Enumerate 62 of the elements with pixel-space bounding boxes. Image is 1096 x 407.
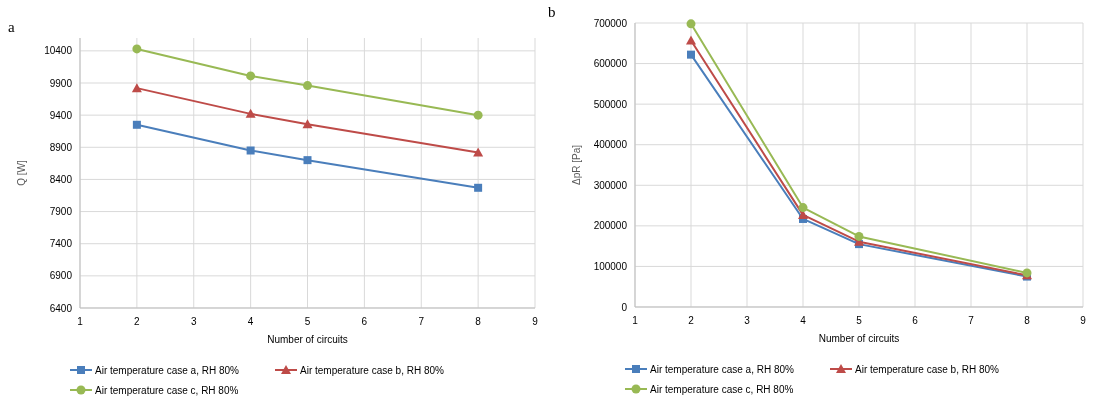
y-tick-label: 100000 bbox=[593, 260, 628, 272]
x-tick-label: 8 bbox=[1024, 315, 1031, 326]
point bbox=[131, 83, 142, 93]
chart-title: a bbox=[8, 19, 15, 35]
chart-title: b bbox=[548, 4, 556, 20]
legend-label: Air temperature case c, RH 80% bbox=[95, 384, 239, 396]
y-tick-label: 200000 bbox=[593, 220, 628, 232]
y-tick-label: 6900 bbox=[49, 270, 73, 282]
y-tick-label: 9900 bbox=[49, 77, 73, 89]
point bbox=[798, 203, 808, 213]
y-axis-title: Q [W] bbox=[16, 160, 27, 186]
y-tick-label: 6400 bbox=[49, 302, 73, 314]
x-tick-label: 7 bbox=[968, 315, 975, 326]
x-axis-title: Number of circuits bbox=[267, 334, 348, 345]
point bbox=[473, 110, 483, 120]
y-tick-label: 7400 bbox=[49, 238, 73, 250]
y-tick-label: 300000 bbox=[593, 179, 628, 191]
y-tick-label: 400000 bbox=[593, 139, 628, 151]
x-tick-label: 7 bbox=[418, 316, 425, 327]
x-tick-label: 9 bbox=[532, 316, 539, 327]
y-axis-title: ΔpR [Pa] bbox=[571, 144, 582, 186]
x-tick-label: 2 bbox=[134, 316, 141, 327]
x-tick-label: 5 bbox=[856, 315, 863, 326]
y-tick-label: 700000 bbox=[593, 17, 628, 29]
point bbox=[132, 120, 141, 129]
point bbox=[854, 231, 864, 241]
x-tick-label: 2 bbox=[688, 315, 695, 326]
y-tick-label: 8900 bbox=[49, 141, 73, 153]
x-tick-label: 4 bbox=[800, 315, 807, 326]
legend-label: Air temperature case c, RH 80% bbox=[650, 383, 794, 395]
point bbox=[303, 81, 312, 91]
y-tick-label: 600000 bbox=[593, 58, 628, 70]
x-tick-label: 5 bbox=[304, 316, 311, 327]
y-tick-label: 9400 bbox=[49, 109, 73, 121]
y-tick-label: 8400 bbox=[49, 173, 73, 185]
x-tick-label: 6 bbox=[361, 316, 368, 327]
legend-label: Air temperature case b, RH 80% bbox=[855, 363, 1000, 375]
point bbox=[687, 50, 695, 59]
point bbox=[132, 44, 142, 54]
legend-label: Air temperature case b, RH 80% bbox=[300, 364, 445, 376]
x-tick-label: 3 bbox=[190, 316, 197, 327]
y-tick-label: 0 bbox=[621, 301, 628, 313]
point bbox=[302, 119, 313, 129]
x-tick-label: 6 bbox=[912, 315, 919, 326]
x-tick-label: 1 bbox=[632, 315, 639, 326]
y-tick-label: 7900 bbox=[49, 206, 73, 218]
point bbox=[474, 183, 483, 192]
x-tick-label: 9 bbox=[1080, 315, 1087, 326]
x-tick-label: 8 bbox=[475, 316, 482, 327]
point bbox=[686, 19, 696, 29]
x-tick-label: 3 bbox=[744, 315, 751, 326]
legend-label: Air temperature case a, RH 80% bbox=[95, 364, 240, 376]
point bbox=[245, 108, 256, 118]
point bbox=[303, 156, 312, 165]
point bbox=[246, 71, 256, 81]
y-tick-label: 500000 bbox=[593, 98, 628, 110]
x-tick-label: 4 bbox=[247, 316, 254, 327]
x-tick-label: 1 bbox=[77, 316, 84, 327]
x-axis-title: Number of circuits bbox=[818, 333, 900, 344]
y-tick-label: 10400 bbox=[44, 45, 73, 57]
point bbox=[246, 146, 255, 155]
legend-label: Air temperature case a, RH 80% bbox=[650, 363, 795, 375]
